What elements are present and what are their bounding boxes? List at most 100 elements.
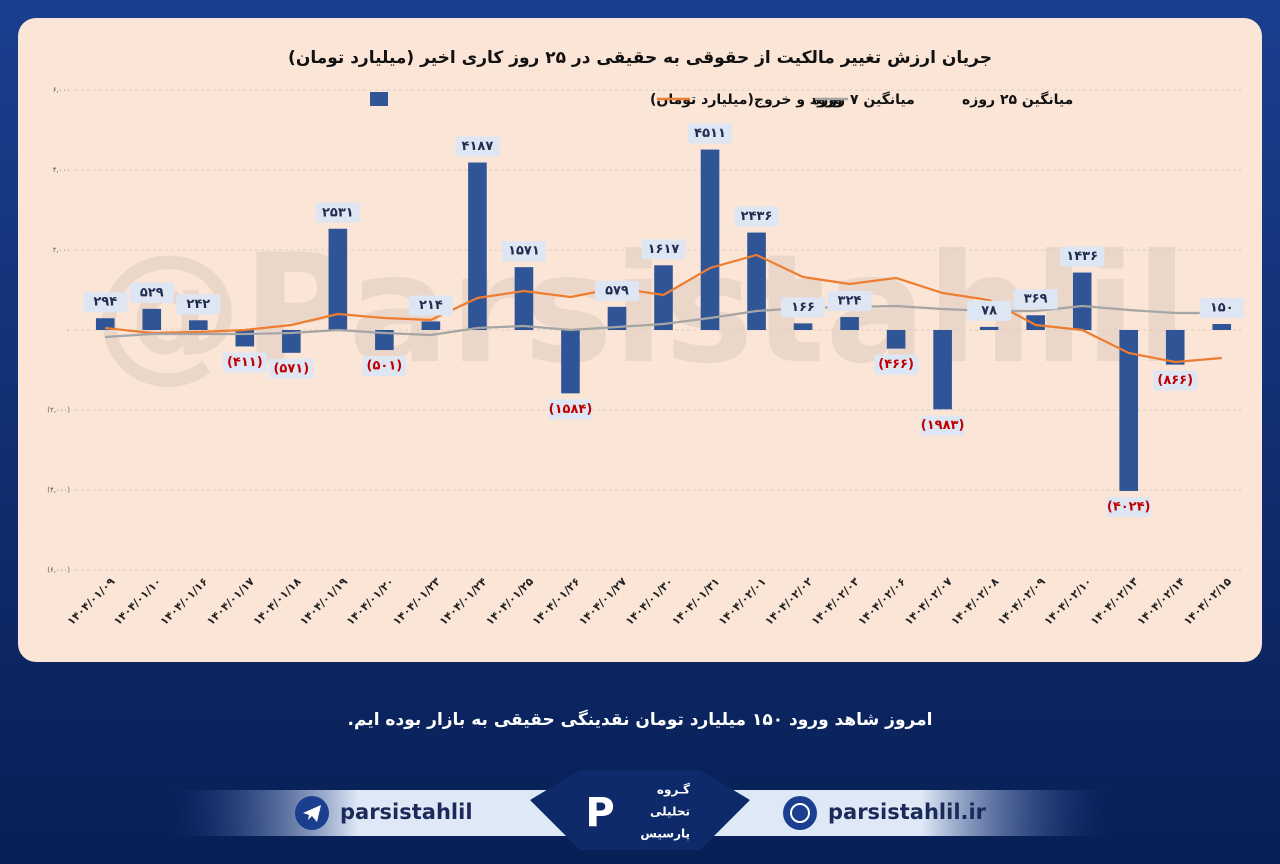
value-label: ۲۵۳۱: [315, 202, 360, 223]
value-label-box: [362, 356, 407, 377]
value-label: ۲۱۴: [408, 295, 453, 316]
value-label: ۱۶۶: [781, 297, 826, 318]
logo-line: گـروه: [657, 783, 690, 798]
value-label-text: (۴۶۶): [878, 357, 914, 372]
chart-panel: [18, 18, 1262, 662]
value-label-text: (۴۱۱): [227, 355, 263, 370]
logo-mark: P: [585, 790, 614, 836]
value-label-text: ۳۶۹: [1024, 292, 1048, 307]
legend-marker: [370, 92, 388, 106]
value-label: (۱۹۸۳): [920, 415, 965, 436]
bar: [468, 162, 487, 330]
value-label: ۲۴۳۶: [734, 206, 779, 227]
bar: [1119, 330, 1139, 491]
value-label-text: (۵۰۱): [367, 359, 403, 374]
value-label-text: (۸۶۶): [1157, 373, 1193, 388]
value-label-text: ۴۵۱۱: [694, 126, 726, 141]
legend-label: میانگین ۲۵ روزه: [962, 91, 1073, 108]
bar: [1165, 330, 1185, 365]
website: parsistahlil.ir: [828, 800, 987, 824]
value-label-box: [315, 202, 360, 223]
value-label-box: [734, 206, 779, 227]
value-label: (۱۵۸۴): [548, 399, 593, 420]
value-label-text: ۷۸: [981, 303, 997, 318]
bar: [793, 323, 813, 330]
value-label-box: [1199, 298, 1244, 318]
value-label: ۴۱۸۷: [455, 136, 500, 157]
value-label-text: ۱۵۰: [1210, 301, 1234, 316]
value-label-text: ۵۷۹: [605, 283, 629, 298]
bar: [747, 232, 766, 330]
bar: [654, 265, 673, 330]
y-tick-label: ۶,۰۰۰: [53, 86, 70, 94]
bar: [375, 330, 394, 351]
value-label-text: ۱۶۶: [791, 300, 815, 315]
value-label-box: [269, 358, 314, 379]
value-label: (۸۶۶): [1153, 370, 1198, 391]
bar: [700, 149, 720, 330]
value-label: ۱۴۳۶: [1060, 246, 1105, 267]
y-tick-label: ۴,۰۰۰: [53, 166, 70, 174]
bar: [1212, 324, 1232, 330]
value-label-box: [1060, 246, 1105, 267]
value-label: ۱۶۱۷: [641, 239, 686, 260]
value-label: (۴۱۱): [222, 352, 267, 373]
value-label-box: [1153, 370, 1198, 391]
message: امروز شاهد ورود ۱۵۰ میلیارد تومان نقدینگ…: [348, 709, 933, 730]
chart-title: جریان ارزش تغییر مالکیت از حقوقی به حقیق…: [288, 48, 992, 68]
value-label-text: (۱۹۸۳): [921, 418, 965, 433]
bar: [235, 330, 255, 347]
y-tick-label: (۲,۰۰۰): [47, 406, 70, 414]
value-label-box: [920, 415, 965, 436]
value-label-text: ۱۴۳۶: [1066, 249, 1098, 264]
telegram-glyph: [303, 805, 321, 822]
value-label-box: [129, 282, 174, 303]
bar: [282, 330, 301, 353]
bar: [514, 267, 534, 330]
value-label: (۴۰۲۴): [1106, 496, 1151, 517]
value-label-text: ۲۴۲: [186, 297, 210, 312]
web-icon: [783, 796, 817, 830]
value-label: ۴۵۱۱: [688, 123, 733, 144]
line: [105, 253, 1222, 364]
value-label-text: ۲۵۳۱: [322, 205, 354, 220]
bar: [1072, 272, 1092, 330]
value-label-box: [176, 294, 221, 315]
bar: [95, 318, 115, 330]
value-label-text: (۱۵۸۴): [549, 402, 593, 417]
value-label-box: [548, 399, 593, 420]
bar: [142, 308, 162, 330]
value-label-box: [827, 291, 872, 312]
value-label-box: [408, 295, 453, 316]
y-tick-label: (۶,۰۰۰): [47, 566, 70, 574]
value-label: (۴۶۶): [874, 354, 919, 375]
bar: [561, 330, 580, 394]
bar: [328, 228, 348, 330]
value-label-text: (۴۰۲۴): [1107, 499, 1151, 514]
value-label: ۵۲۹: [129, 282, 174, 303]
value-label-text: (۵۷۱): [273, 361, 309, 376]
legend-label: میانگین ۷ روزه: [812, 91, 915, 108]
bar: [979, 326, 999, 330]
value-label: (۵۷۱): [269, 358, 314, 379]
value-label-text: ۱۵۷۱: [508, 244, 540, 259]
bar: [607, 306, 627, 330]
logo-line: تحلیلی: [650, 805, 690, 819]
value-label-text: ۴۱۸۷: [462, 139, 494, 154]
value-label: ۱۵۰: [1199, 298, 1244, 318]
value-label-text: ۳۲۴: [838, 294, 862, 309]
logo-badge: [530, 770, 750, 850]
logo-line: پارسیس: [640, 827, 690, 841]
web-glyph: [790, 803, 810, 823]
line: [105, 304, 1222, 339]
legend-label: ورود و خروج(میلیارد تومان): [650, 92, 843, 108]
value-label-box: [967, 300, 1012, 321]
value-label-box: [594, 280, 639, 301]
value-label-box: [1106, 496, 1151, 517]
value-label-box: [874, 354, 919, 375]
value-label: ۲۹۴: [83, 292, 128, 313]
value-label: ۱۵۷۱: [501, 241, 546, 262]
y-tick-label: ۲,۰۰۰: [53, 246, 70, 254]
value-label: ۲۴۲: [176, 294, 221, 315]
